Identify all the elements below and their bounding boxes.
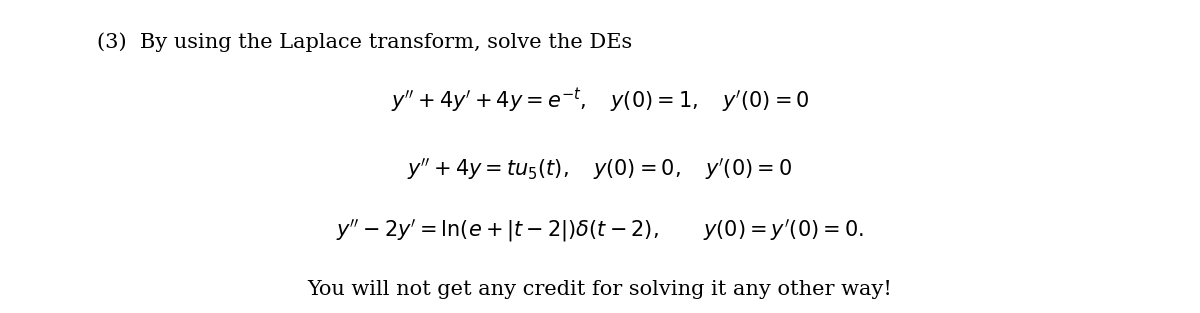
- Text: $y'' - 2y' = \ln(e + |t - 2|)\delta(t - 2), \qquad y(0) = y'(0) = 0.$: $y'' - 2y' = \ln(e + |t - 2|)\delta(t - …: [336, 218, 864, 244]
- Text: $y'' + 4y = tu_5(t), \quad y(0) = 0, \quad y'(0) = 0$: $y'' + 4y = tu_5(t), \quad y(0) = 0, \qu…: [408, 156, 792, 182]
- Text: $y'' + 4y' + 4y = e^{-t}, \quad y(0) = 1, \quad y'(0) = 0$: $y'' + 4y' + 4y = e^{-t}, \quad y(0) = 1…: [391, 86, 809, 115]
- Text: You will not get any credit for solving it any other way!: You will not get any credit for solving …: [307, 280, 893, 300]
- Text: (3)  By using the Laplace transform, solve the DEs: (3) By using the Laplace transform, solv…: [97, 33, 632, 52]
